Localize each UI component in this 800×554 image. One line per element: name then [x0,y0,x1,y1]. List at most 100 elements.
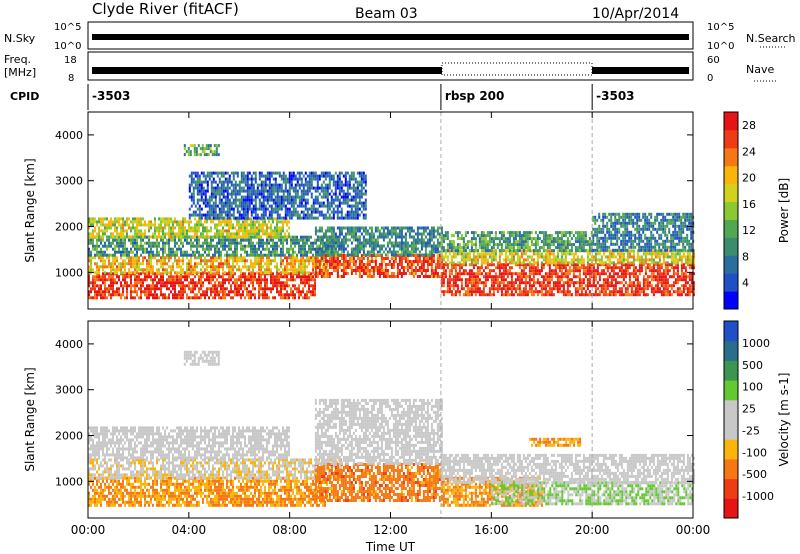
data-cell [318,174,321,178]
data-cell [150,256,152,260]
data-cell [204,235,206,239]
data-cell [100,284,102,288]
data-cell [220,213,223,217]
data-cell [338,210,341,214]
data-cell [306,198,309,202]
data-cell [566,284,569,288]
data-cell [278,253,280,257]
data-cell [226,293,228,297]
data-cell [148,275,150,279]
data-cell [576,263,579,267]
data-cell [498,266,501,270]
data-cell [172,223,174,227]
data-cell [122,278,124,282]
data-cell [310,256,312,260]
data-cell [316,195,319,199]
data-cell [162,265,164,269]
data-cell [420,238,423,242]
data-cell [312,293,314,297]
data-cell [190,268,192,272]
data-cell [176,220,178,224]
data-cell [308,180,311,184]
data-cell [92,244,94,248]
data-cell [444,269,447,273]
data-cell [224,247,226,251]
data-cell [234,272,236,276]
data-cell [530,263,533,267]
data-cell [386,229,389,233]
data-cell [312,271,314,275]
data-cell [340,195,343,199]
data-cell [218,171,221,175]
data-cell [360,244,363,248]
data-cell [406,241,409,245]
data-cell [214,293,216,297]
data-cell [362,272,365,275]
data-cell [288,189,291,193]
data-cell [212,216,215,220]
data-cell [262,278,264,282]
data-cell [356,210,359,214]
data-cell [168,275,170,279]
data-cell [302,241,304,245]
data-cell [226,287,228,291]
data-cell [192,180,195,184]
data-cell [108,275,110,279]
data-cell [216,287,218,291]
data-cell [482,275,485,279]
data-cell [122,275,124,279]
data-cell [226,232,228,236]
data-cell [140,244,142,248]
data-cell [180,296,182,300]
data-cell [322,186,325,190]
data-cell [322,189,325,193]
data-cell [254,189,257,193]
data-cell [256,232,258,236]
data-cell [394,232,397,236]
data-cell [192,235,194,239]
data-cell [188,229,190,233]
data-cell [400,272,403,275]
data-cell [554,275,557,279]
data-cell [152,241,154,245]
data-cell [204,241,206,245]
data-cell [562,272,565,276]
data-cell [142,235,144,239]
data-cell [256,216,259,220]
data-cell [298,244,300,248]
data-cell [326,204,329,208]
data-cell [236,192,239,196]
data-cell [352,204,355,208]
data-cell [312,207,315,211]
data-cell [280,174,283,178]
data-cell [162,296,164,300]
data-cell [376,229,379,233]
data-cell [104,293,106,297]
data-cell [220,253,222,257]
data-cell [316,186,319,190]
data-cell [136,226,138,230]
data-cell [308,259,310,263]
data-cell [152,235,154,239]
data-cell [94,290,96,294]
data-cell [416,260,419,263]
data-cell [354,232,357,236]
data-cell [266,284,268,288]
data-cell [198,204,201,208]
data-cell [286,223,288,227]
data-cell [88,250,90,254]
data-cell [302,253,304,257]
data-cell [340,257,343,260]
data-cell [398,260,401,263]
data-cell [276,213,279,217]
data-cell [464,272,467,276]
data-cell [138,268,140,272]
data-cell [232,201,235,205]
data-cell [374,229,377,233]
data-cell [370,275,373,278]
data-cell [210,192,213,196]
data-cell [410,235,413,239]
data-cell [306,271,308,275]
data-cell [358,260,361,263]
data-cell [146,223,148,227]
